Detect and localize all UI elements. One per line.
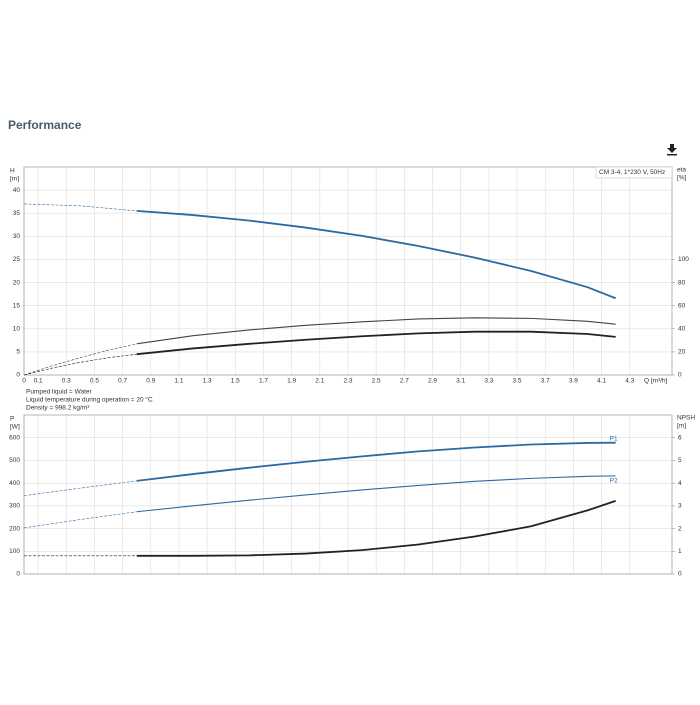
x-tick-label: 0.5 (90, 378, 99, 385)
y-tick-label: 30 (13, 233, 21, 240)
curve-label: P2 (610, 478, 618, 485)
x-tick-label: 4.3 (625, 378, 634, 385)
y-axis-label: P (10, 416, 14, 423)
y2-axis-label: [%] (677, 175, 687, 182)
x-tick-label: 0.3 (62, 378, 71, 385)
y-axis-label: H (10, 168, 15, 175)
x-tick-label: 2.3 (343, 378, 352, 385)
curve (23, 511, 137, 529)
curve (23, 343, 137, 376)
y-tick-label: 40 (13, 187, 21, 194)
note: Liquid temperature during operation = 20… (26, 396, 153, 404)
x-tick-label: 3.3 (484, 378, 493, 385)
y2-tick-label: 20 (678, 349, 686, 356)
y-tick-label: 0 (16, 372, 20, 379)
x-tick-label: 4.1 (597, 378, 606, 385)
x-tick-label: 1.3 (203, 378, 212, 385)
x-tick-label: 0 (22, 378, 26, 385)
y-tick-label: 15 (13, 302, 21, 309)
y2-tick-label: 40 (678, 325, 686, 332)
pump-label: CM 3-4, 1*230 V, 50Hz (599, 169, 665, 176)
y2-tick-label: 4 (678, 480, 682, 487)
plot-frame (23, 166, 673, 376)
x-tick-label: 2.7 (400, 378, 409, 385)
y2-tick-label: 3 (678, 503, 682, 510)
y-tick-label: 25 (13, 256, 21, 263)
x-tick-label: 3.9 (569, 378, 578, 385)
y2-tick-label: 0 (678, 372, 682, 379)
note: Density = 998.2 kg/m³ (26, 405, 90, 412)
y2-tick-label: 100 (678, 256, 689, 263)
x-tick-label: 1.1 (174, 378, 183, 385)
curve (23, 203, 137, 212)
plot-frame (23, 414, 673, 575)
x-tick-label: 3.7 (541, 378, 550, 385)
y-tick-label: 5 (16, 349, 20, 356)
download-icon[interactable] (667, 144, 677, 156)
curve (136, 330, 616, 356)
curve (136, 317, 616, 345)
y2-tick-label: 60 (678, 302, 686, 309)
y-axis-label: [m] (10, 176, 19, 183)
x-tick-label: 0.7 (118, 378, 127, 385)
y-tick-label: 200 (9, 525, 20, 532)
curve-label: P1 (610, 435, 618, 442)
curve (136, 441, 616, 482)
y-tick-label: 20 (13, 279, 21, 286)
x-tick-label: 0.1 (34, 378, 43, 385)
y2-tick-label: 1 (678, 548, 682, 555)
curve (23, 353, 137, 376)
x-tick-label: 1.9 (287, 378, 296, 385)
x-tick-label: 2.9 (428, 378, 437, 385)
y-tick-label: 100 (9, 548, 20, 555)
x-tick-label: 2.1 (315, 378, 324, 385)
y-tick-label: 500 (9, 457, 20, 464)
y2-axis-label: eta (677, 167, 686, 174)
x-tick-label: 1.5 (231, 378, 240, 385)
y-tick-label: 0 (16, 571, 20, 578)
y-tick-label: 10 (13, 325, 21, 332)
y-axis-label: [W] (10, 424, 20, 431)
y2-tick-label: 0 (678, 571, 682, 578)
curve (136, 210, 616, 300)
page-title: Performance (8, 118, 82, 132)
y2-tick-label: 6 (678, 434, 682, 441)
y-tick-label: 600 (9, 434, 20, 441)
curve (136, 475, 616, 513)
y2-tick-label: 5 (678, 457, 682, 464)
y-tick-label: 300 (9, 503, 20, 510)
x-tick-label: 2.5 (372, 378, 381, 385)
x-tick-label: 1.7 (259, 378, 268, 385)
y2-tick-label: 80 (678, 279, 686, 286)
x-tick-label: 3.1 (456, 378, 465, 385)
y2-axis-label: NPSH (677, 415, 695, 422)
x-tick-label: 3.5 (513, 378, 522, 385)
curve (136, 500, 616, 557)
y-tick-label: 35 (13, 210, 21, 217)
x-axis-label: Q [m³/h] (644, 378, 668, 385)
pump-label-box (595, 166, 673, 179)
y2-tick-label: 2 (678, 525, 682, 532)
y2-axis-label: [m] (677, 423, 686, 430)
curve (23, 480, 137, 496)
note: Pumped liquid = Water (26, 389, 93, 396)
y-tick-label: 400 (9, 480, 20, 487)
x-tick-label: 0.9 (146, 378, 155, 385)
